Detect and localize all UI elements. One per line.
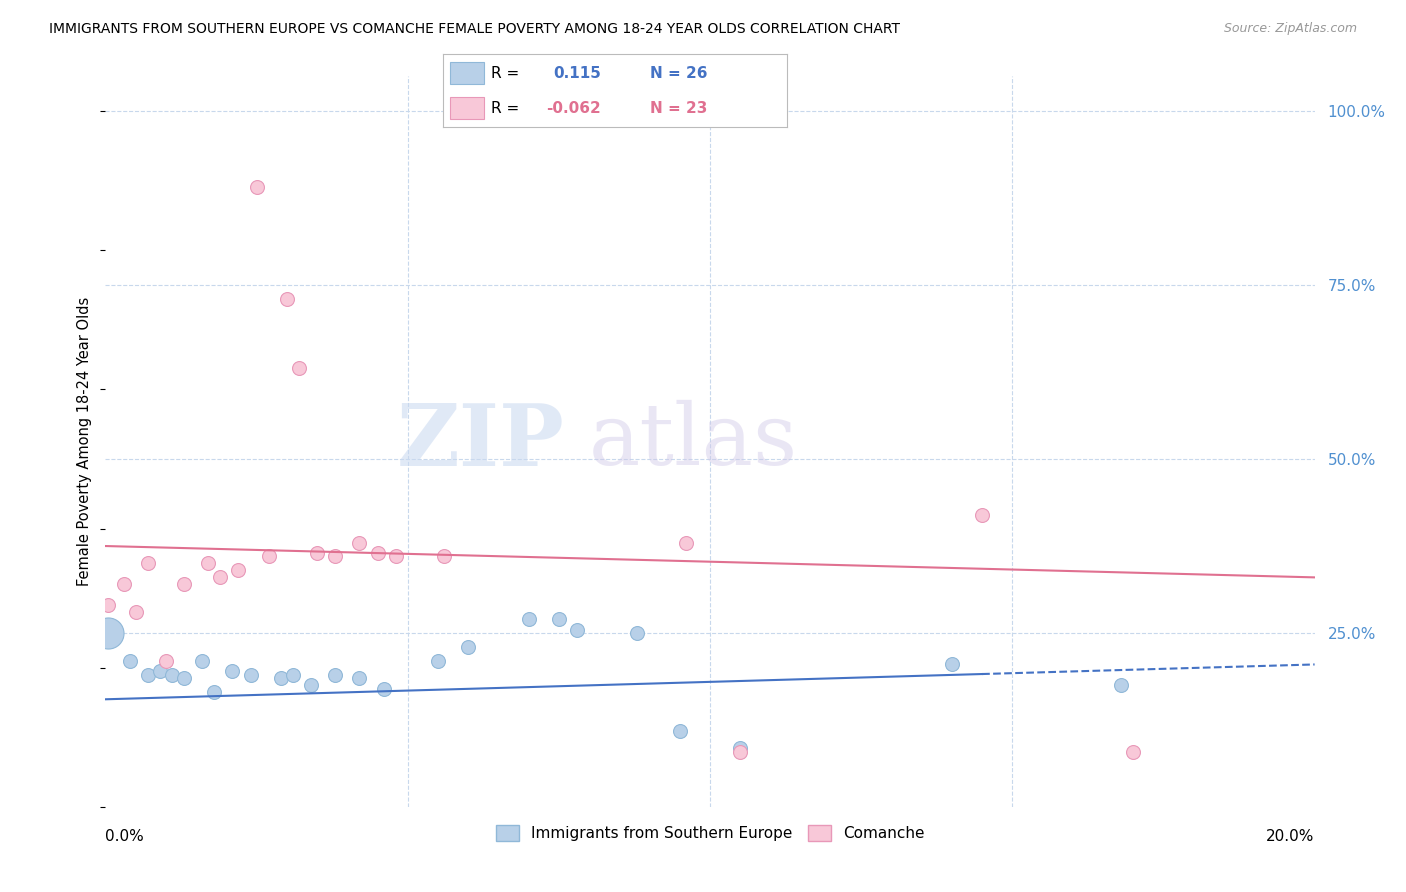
Point [173,577,195,591]
Point [457,640,479,654]
Point [118,654,141,668]
Point [257,549,280,564]
Point [191,654,214,668]
Point [323,668,346,682]
Point [160,668,183,682]
Y-axis label: Female Poverty Among 18-24 Year Olds: Female Poverty Among 18-24 Year Olds [77,297,93,586]
Text: N = 23: N = 23 [650,101,707,116]
Point [427,654,450,668]
Point [155,654,177,668]
Point [565,623,588,637]
Point [299,678,322,692]
Text: IMMIGRANTS FROM SOUTHERN EUROPE VS COMANCHE FEMALE POVERTY AMONG 18-24 YEAR OLDS: IMMIGRANTS FROM SOUTHERN EUROPE VS COMAN… [49,22,900,37]
Point [349,672,371,686]
Point [366,546,388,560]
Bar [450,62,484,84]
Point [1122,745,1144,759]
Point [730,741,752,756]
Point [669,723,692,738]
Text: ZIP: ZIP [396,400,565,483]
Point [228,563,250,577]
Text: 20.0%: 20.0% [1267,830,1315,844]
Point [349,535,371,549]
Point [270,672,292,686]
Point [288,361,311,376]
Point [136,557,159,571]
Point [239,668,262,682]
Point [149,665,172,679]
Point [276,292,298,306]
Text: R =: R = [491,101,519,116]
Point [323,549,346,564]
Point [373,681,395,696]
Point [548,612,571,626]
Point [97,599,120,613]
Point [246,180,269,194]
Point [307,546,329,560]
Point [1109,678,1132,692]
Point [173,672,195,686]
Text: atlas: atlas [589,400,799,483]
Point [112,577,135,591]
Legend: Immigrants from Southern Europe, Comanche: Immigrants from Southern Europe, Comanch… [489,819,931,847]
Point [124,605,148,619]
Point [626,626,648,640]
Point [197,557,219,571]
Point [433,549,456,564]
Point [730,745,752,759]
Point [202,685,225,699]
Text: N = 26: N = 26 [650,66,707,81]
Text: 0.115: 0.115 [553,66,600,81]
Point [517,612,540,626]
Text: Source: ZipAtlas.com: Source: ZipAtlas.com [1223,22,1357,36]
Point [97,626,120,640]
Text: R =: R = [491,66,519,81]
Text: -0.062: -0.062 [546,101,600,116]
Point [281,668,304,682]
Bar [450,97,484,120]
Text: 0.0%: 0.0% [105,830,145,844]
Point [972,508,994,522]
Point [941,657,963,672]
Point [136,668,159,682]
Point [384,549,406,564]
Point [675,535,697,549]
Point [209,570,232,584]
Point [221,665,243,679]
